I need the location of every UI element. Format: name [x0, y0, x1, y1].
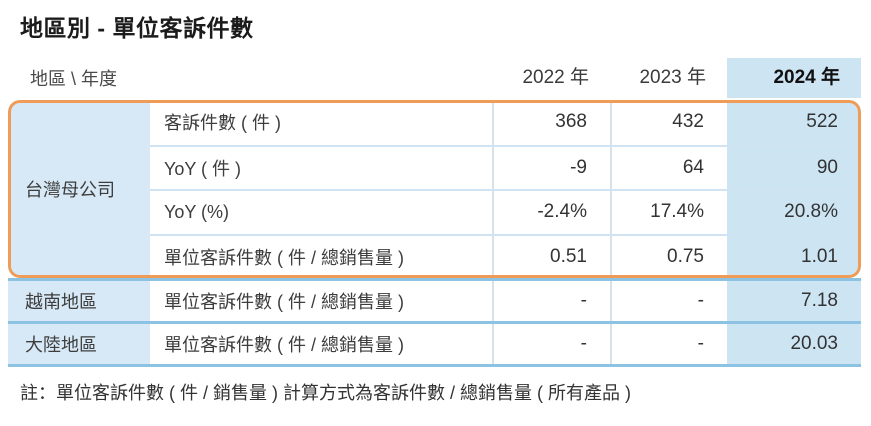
value-2023: 64 [610, 146, 727, 189]
page-title: 地區別 - 單位客訴件數 [20, 15, 254, 41]
table-row: 大陸地區 單位客訴件數 ( 件 / 總銷售量 ) - - 20.03 [8, 321, 861, 364]
table-row: 越南地區 單位客訴件數 ( 件 / 總銷售量 ) - - 7.18 [8, 278, 861, 321]
value-2022: 0.51 [492, 235, 610, 278]
value-2024: 90 [727, 146, 861, 189]
value-2023: 17.4% [610, 191, 727, 234]
metric-label: 客訴件數 ( 件 ) [150, 100, 492, 145]
table-bottom-divider [8, 364, 861, 367]
value-2024: 7.18 [727, 281, 861, 321]
column-header-2023: 2023 年 [639, 67, 706, 88]
complaints-table: 地區 \ 年度 2022 年 2023 年 2024 年 台灣母公司 客訴件數 … [8, 58, 861, 367]
value-2022: - [492, 281, 610, 321]
metric-label: 單位客訴件數 ( 件 / 總銷售量 ) [150, 235, 492, 278]
metric-label: 單位客訴件數 ( 件 / 總銷售量 ) [150, 324, 492, 364]
metric-label: YoY ( 件 ) [150, 146, 492, 189]
column-header-2022: 2022 年 [522, 67, 589, 88]
table-row: 客訴件數 ( 件 ) 368 432 522 [150, 100, 861, 145]
value-2024: 1.01 [727, 235, 861, 278]
metric-label: YoY (%) [150, 191, 492, 234]
table-row: YoY (%) -2.4% 17.4% 20.8% [150, 189, 861, 234]
region-label-taiwan: 台灣母公司 [8, 100, 150, 278]
value-2024: 522 [727, 100, 861, 145]
value-2023: - [610, 324, 727, 364]
value-2022: -2.4% [492, 191, 610, 234]
table-row: 單位客訴件數 ( 件 / 總銷售量 ) 0.51 0.75 1.01 [150, 233, 861, 278]
table-header-row: 地區 \ 年度 2022 年 2023 年 2024 年 [8, 58, 861, 98]
region-label-mainland: 大陸地區 [8, 324, 150, 364]
value-2022: -9 [492, 146, 610, 189]
column-header-2024: 2024 年 [727, 58, 861, 98]
value-2022: - [492, 324, 610, 364]
value-2023: 0.75 [610, 235, 727, 278]
value-2022: 368 [492, 100, 610, 145]
metric-label: 單位客訴件數 ( 件 / 總銷售量 ) [150, 281, 492, 321]
region-label-vietnam: 越南地區 [8, 281, 150, 321]
value-2024: 20.03 [727, 324, 861, 364]
corner-label: 地區 \ 年度 [30, 69, 118, 89]
value-2024: 20.8% [727, 191, 861, 234]
table-row: YoY ( 件 ) -9 64 90 [150, 144, 861, 189]
footnote: 註：單位客訴件數 ( 件 / 銷售量 ) 計算方式為客訴件數 / 總銷售量 ( … [20, 383, 631, 403]
taiwan-group-section: 台灣母公司 客訴件數 ( 件 ) 368 432 522 YoY ( 件 ) -… [8, 100, 861, 278]
value-2023: 432 [610, 100, 727, 145]
value-2023: - [610, 281, 727, 321]
